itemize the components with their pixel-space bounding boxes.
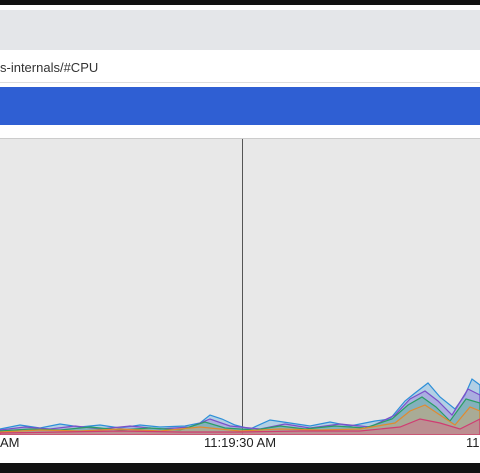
time-label: AM [0,435,20,450]
address-bar[interactable]: s-internals/#CPU [0,52,480,83]
cpu-areas [0,378,480,435]
time-label: 11:19:30 AM [204,435,277,450]
time-label: 11 [466,435,480,450]
chart-plot [0,139,480,435]
tab-bar [0,10,480,50]
app-header [0,87,480,125]
cpu-area [0,418,480,435]
url-text: s-internals/#CPU [0,60,99,75]
cpu-chart [0,138,480,435]
